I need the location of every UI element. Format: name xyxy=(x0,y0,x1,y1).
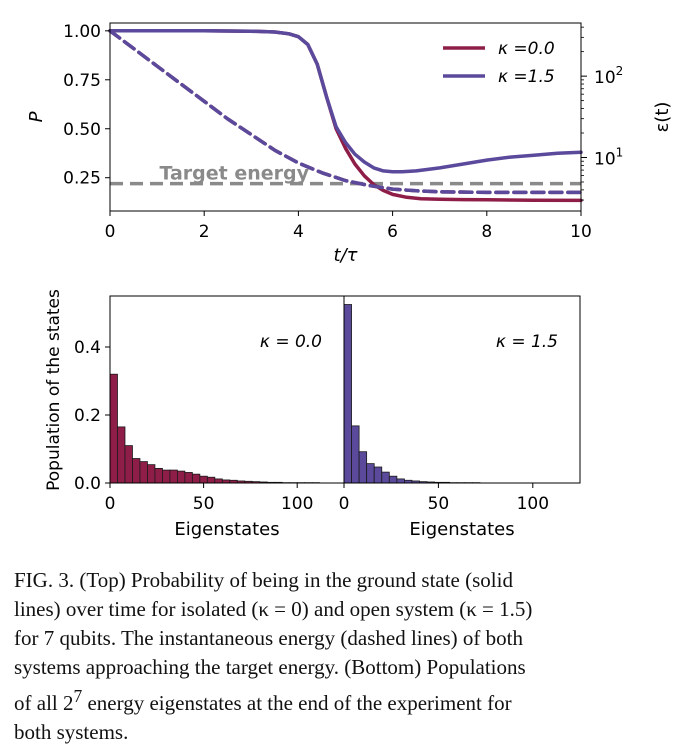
y-tick-label: 0.25 xyxy=(63,169,101,189)
legend-label: κ =1.5 xyxy=(498,67,555,87)
histogram-bar xyxy=(147,464,156,484)
histogram-bar xyxy=(109,373,118,484)
y-tick-label: 0.50 xyxy=(63,120,101,140)
legend-label: κ =0.0 xyxy=(498,39,555,59)
histogram-bar xyxy=(351,425,360,484)
x-tick-label: 100 xyxy=(281,494,313,514)
x-tick-label: 50 xyxy=(193,494,215,514)
histogram-bar xyxy=(191,473,201,484)
histogram-frame-1 xyxy=(343,295,581,484)
histogram-bar xyxy=(117,426,126,484)
right-y-tick-label: 101 xyxy=(594,146,623,170)
figure: Target energy 0 2 4 6 8 10 0.25 0.50 0.75 1.00 101 1… xyxy=(26,22,673,540)
x-tick-label: 0 xyxy=(339,494,350,514)
y-axis-label: P xyxy=(26,111,47,122)
histogram-bar xyxy=(358,451,368,484)
histogram-bar xyxy=(199,475,208,484)
histogram-bar xyxy=(366,463,375,484)
panel-annotation: κ = 0.0 xyxy=(260,332,322,352)
top-plot-frame xyxy=(109,22,582,212)
y-tick-label: 0.0 xyxy=(74,474,101,494)
histogram-bar xyxy=(206,476,216,484)
right-y-axis-label: ε(t) xyxy=(652,102,673,133)
histogram-bar xyxy=(132,458,141,484)
caption-superscript: 7 xyxy=(73,686,83,706)
y-tick-label: 0.4 xyxy=(74,338,101,358)
caption-line: of all 27 energy eigenstates at the end … xyxy=(14,682,670,718)
y-tick-label: 0.2 xyxy=(74,406,101,426)
caption-line: FIG. 3. (Top) Probability of being in th… xyxy=(14,568,513,592)
y-tick-label: 0.75 xyxy=(63,71,101,91)
histogram-bar xyxy=(124,445,133,484)
histogram-bar xyxy=(396,478,405,484)
histogram-bar xyxy=(388,475,398,484)
x-tick-label: 100 xyxy=(517,494,549,514)
histogram-bar xyxy=(343,304,352,484)
histogram-bar xyxy=(373,466,383,484)
x-axis-label: Eigenstates xyxy=(409,519,514,540)
x-axis-label: t/τ xyxy=(334,245,358,266)
histogram-bar xyxy=(176,470,186,484)
y-axis-label: Population of the states xyxy=(44,289,64,491)
x-tick-label: 2 xyxy=(199,222,210,242)
probability-series-line-1 xyxy=(108,29,583,174)
caption-line: lines) over time for isolated (κ = 0) an… xyxy=(14,597,533,621)
x-tick-label: 50 xyxy=(428,494,450,514)
x-tick-label: 10 xyxy=(570,222,592,242)
figure-caption: FIG. 3. (Top) Probability of being in th… xyxy=(14,566,670,747)
caption-line: systems approaching the target energy. (… xyxy=(14,655,526,679)
caption-line: for 7 qubits. The instantaneous energy (… xyxy=(14,626,523,650)
histogram-bar xyxy=(139,461,148,484)
panel-annotation: κ = 1.5 xyxy=(496,332,558,352)
x-tick-label: 0 xyxy=(105,222,116,242)
histogram-bar xyxy=(214,478,223,484)
x-tick-label: 8 xyxy=(481,222,492,242)
histogram-bar xyxy=(184,472,193,484)
right-y-tick-label: 102 xyxy=(594,64,623,88)
y-tick-label: 1.00 xyxy=(63,22,101,42)
histogram-frame-0 xyxy=(109,295,345,484)
caption-line: both systems. xyxy=(14,720,129,744)
histogram-bar xyxy=(169,469,178,484)
x-tick-label: 0 xyxy=(105,494,116,514)
x-tick-label: 6 xyxy=(387,222,398,242)
histogram-bar xyxy=(154,467,163,484)
histogram-bar xyxy=(381,471,390,484)
x-axis-label: Eigenstates xyxy=(174,519,279,540)
target-energy-label: Target energy xyxy=(159,163,309,185)
histogram-bar xyxy=(162,469,171,484)
x-tick-label: 4 xyxy=(293,222,304,242)
energy-series-line-3 xyxy=(108,29,583,195)
caption-text: energy eigenstates at the end of the exp… xyxy=(82,691,512,715)
caption-text: of all 2 xyxy=(14,691,74,715)
